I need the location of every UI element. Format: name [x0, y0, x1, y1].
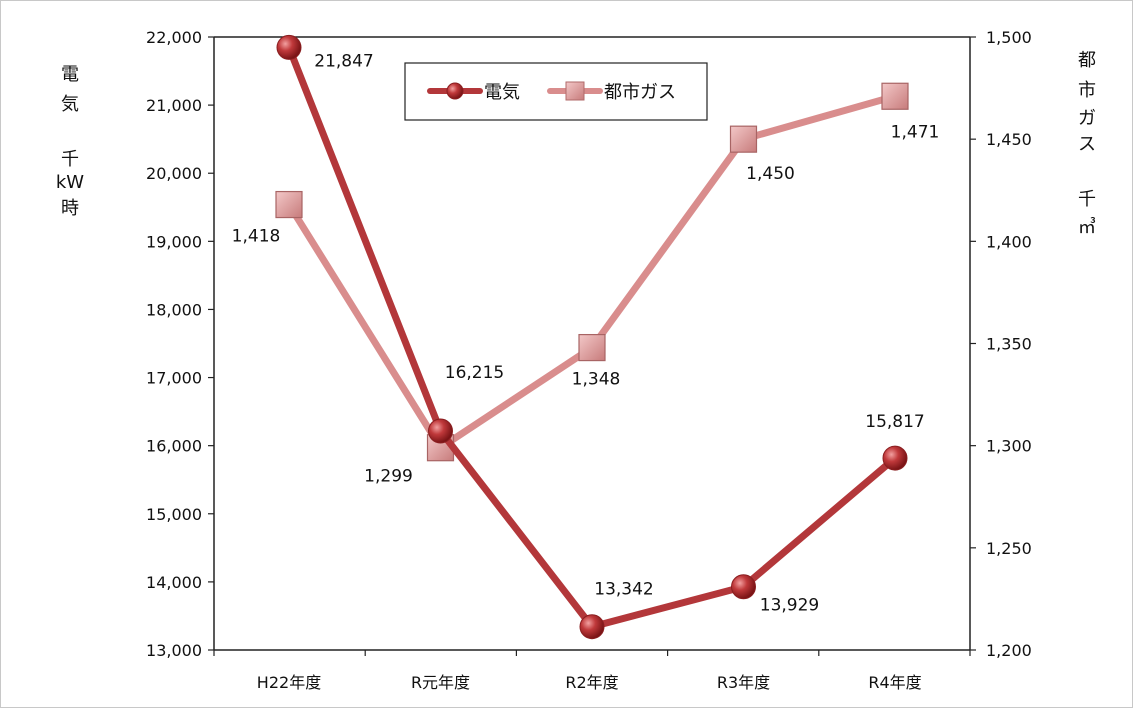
right-axis-title-char: 千	[1078, 189, 1096, 210]
legend-marker-denki	[446, 82, 464, 100]
toshi-gas-data-label: 1,418	[232, 227, 281, 247]
x-tick-label: H22年度	[257, 673, 321, 692]
x-tick-label: R4年度	[868, 673, 921, 692]
toshi-gas-marker	[275, 190, 303, 219]
legend-label-denki: 電気	[484, 82, 520, 103]
x-tick-label: R3年度	[717, 673, 770, 692]
right-tick-label: 1,250	[986, 539, 1032, 558]
denki-data-label: 13,342	[594, 580, 653, 600]
left-axis-ticks: 13,000 14,000 15,000 16,000 17,000 18,000 19,0…	[146, 28, 214, 660]
left-axis-title-char: 電	[61, 64, 79, 85]
toshi-gas-data-label: 1,348	[572, 370, 621, 390]
left-axis-title-char: 時	[61, 198, 79, 219]
left-tick-label: 18,000	[146, 300, 202, 319]
right-tick-label: 1,400	[986, 232, 1032, 251]
right-axis-title-char: ㎥	[1078, 217, 1096, 238]
left-tick-label: 14,000	[146, 573, 202, 592]
left-axis-title-char: kW	[56, 172, 84, 193]
left-tick-label: 20,000	[146, 164, 202, 183]
denki-marker	[882, 445, 908, 471]
data-labels: 21,847 16,215 13,342 13,929 15,817 1,418 1,299…	[232, 51, 940, 615]
right-tick-label: 1,500	[986, 28, 1032, 47]
left-tick-label: 19,000	[146, 232, 202, 251]
x-axis-ticks: H22年度 R元年度 R2年度 R3年度 R4年度	[213, 650, 971, 692]
left-axis-title-char: 千	[61, 149, 79, 170]
right-tick-label: 1,300	[986, 437, 1032, 456]
toshi-gas-marker	[881, 82, 909, 110]
right-axis-ticks: 1,200 1,250 1,300 1,350 1,400 1,450 1,500	[970, 28, 1032, 660]
series-denki	[276, 34, 908, 640]
left-tick-label: 22,000	[146, 28, 202, 47]
left-tick-label: 17,000	[146, 369, 202, 388]
toshi-gas-marker	[578, 333, 606, 362]
left-tick-label: 21,000	[146, 96, 202, 115]
denki-marker	[276, 34, 302, 60]
right-tick-label: 1,350	[986, 335, 1032, 354]
x-tick-label: R2年度	[565, 673, 618, 692]
left-tick-label: 13,000	[146, 641, 202, 660]
series-toshi-gas	[275, 82, 909, 462]
toshi-gas-marker	[729, 125, 758, 153]
legend-label-toshi-gas: 都市ガス	[604, 82, 676, 103]
denki-data-label: 15,817	[865, 412, 924, 432]
right-tick-label: 1,200	[986, 641, 1032, 660]
denki-marker	[428, 418, 453, 444]
right-axis-title-char: ガ	[1078, 108, 1096, 129]
left-axis-title-char: 気	[61, 94, 79, 115]
right-axis-title-char: 都	[1078, 50, 1096, 71]
legend: 電気 都市ガス	[404, 62, 708, 121]
denki-data-label: 16,215	[445, 363, 504, 383]
x-tick-label: R元年度	[411, 673, 470, 692]
denki-marker	[579, 614, 605, 640]
right-axis-title-char: 市	[1078, 80, 1096, 101]
toshi-gas-data-label: 1,299	[364, 467, 413, 487]
denki-data-label: 21,847	[314, 51, 373, 71]
legend-marker-toshi-gas	[565, 81, 585, 101]
right-axis-title-char: ス	[1078, 134, 1096, 155]
left-tick-label: 15,000	[146, 505, 202, 524]
right-tick-label: 1,450	[986, 130, 1032, 149]
left-tick-label: 16,000	[146, 437, 202, 456]
toshi-gas-data-label: 1,471	[891, 122, 940, 142]
denki-marker	[731, 574, 756, 600]
toshi-gas-data-label: 1,450	[746, 164, 795, 184]
denki-data-label: 13,929	[760, 596, 819, 616]
